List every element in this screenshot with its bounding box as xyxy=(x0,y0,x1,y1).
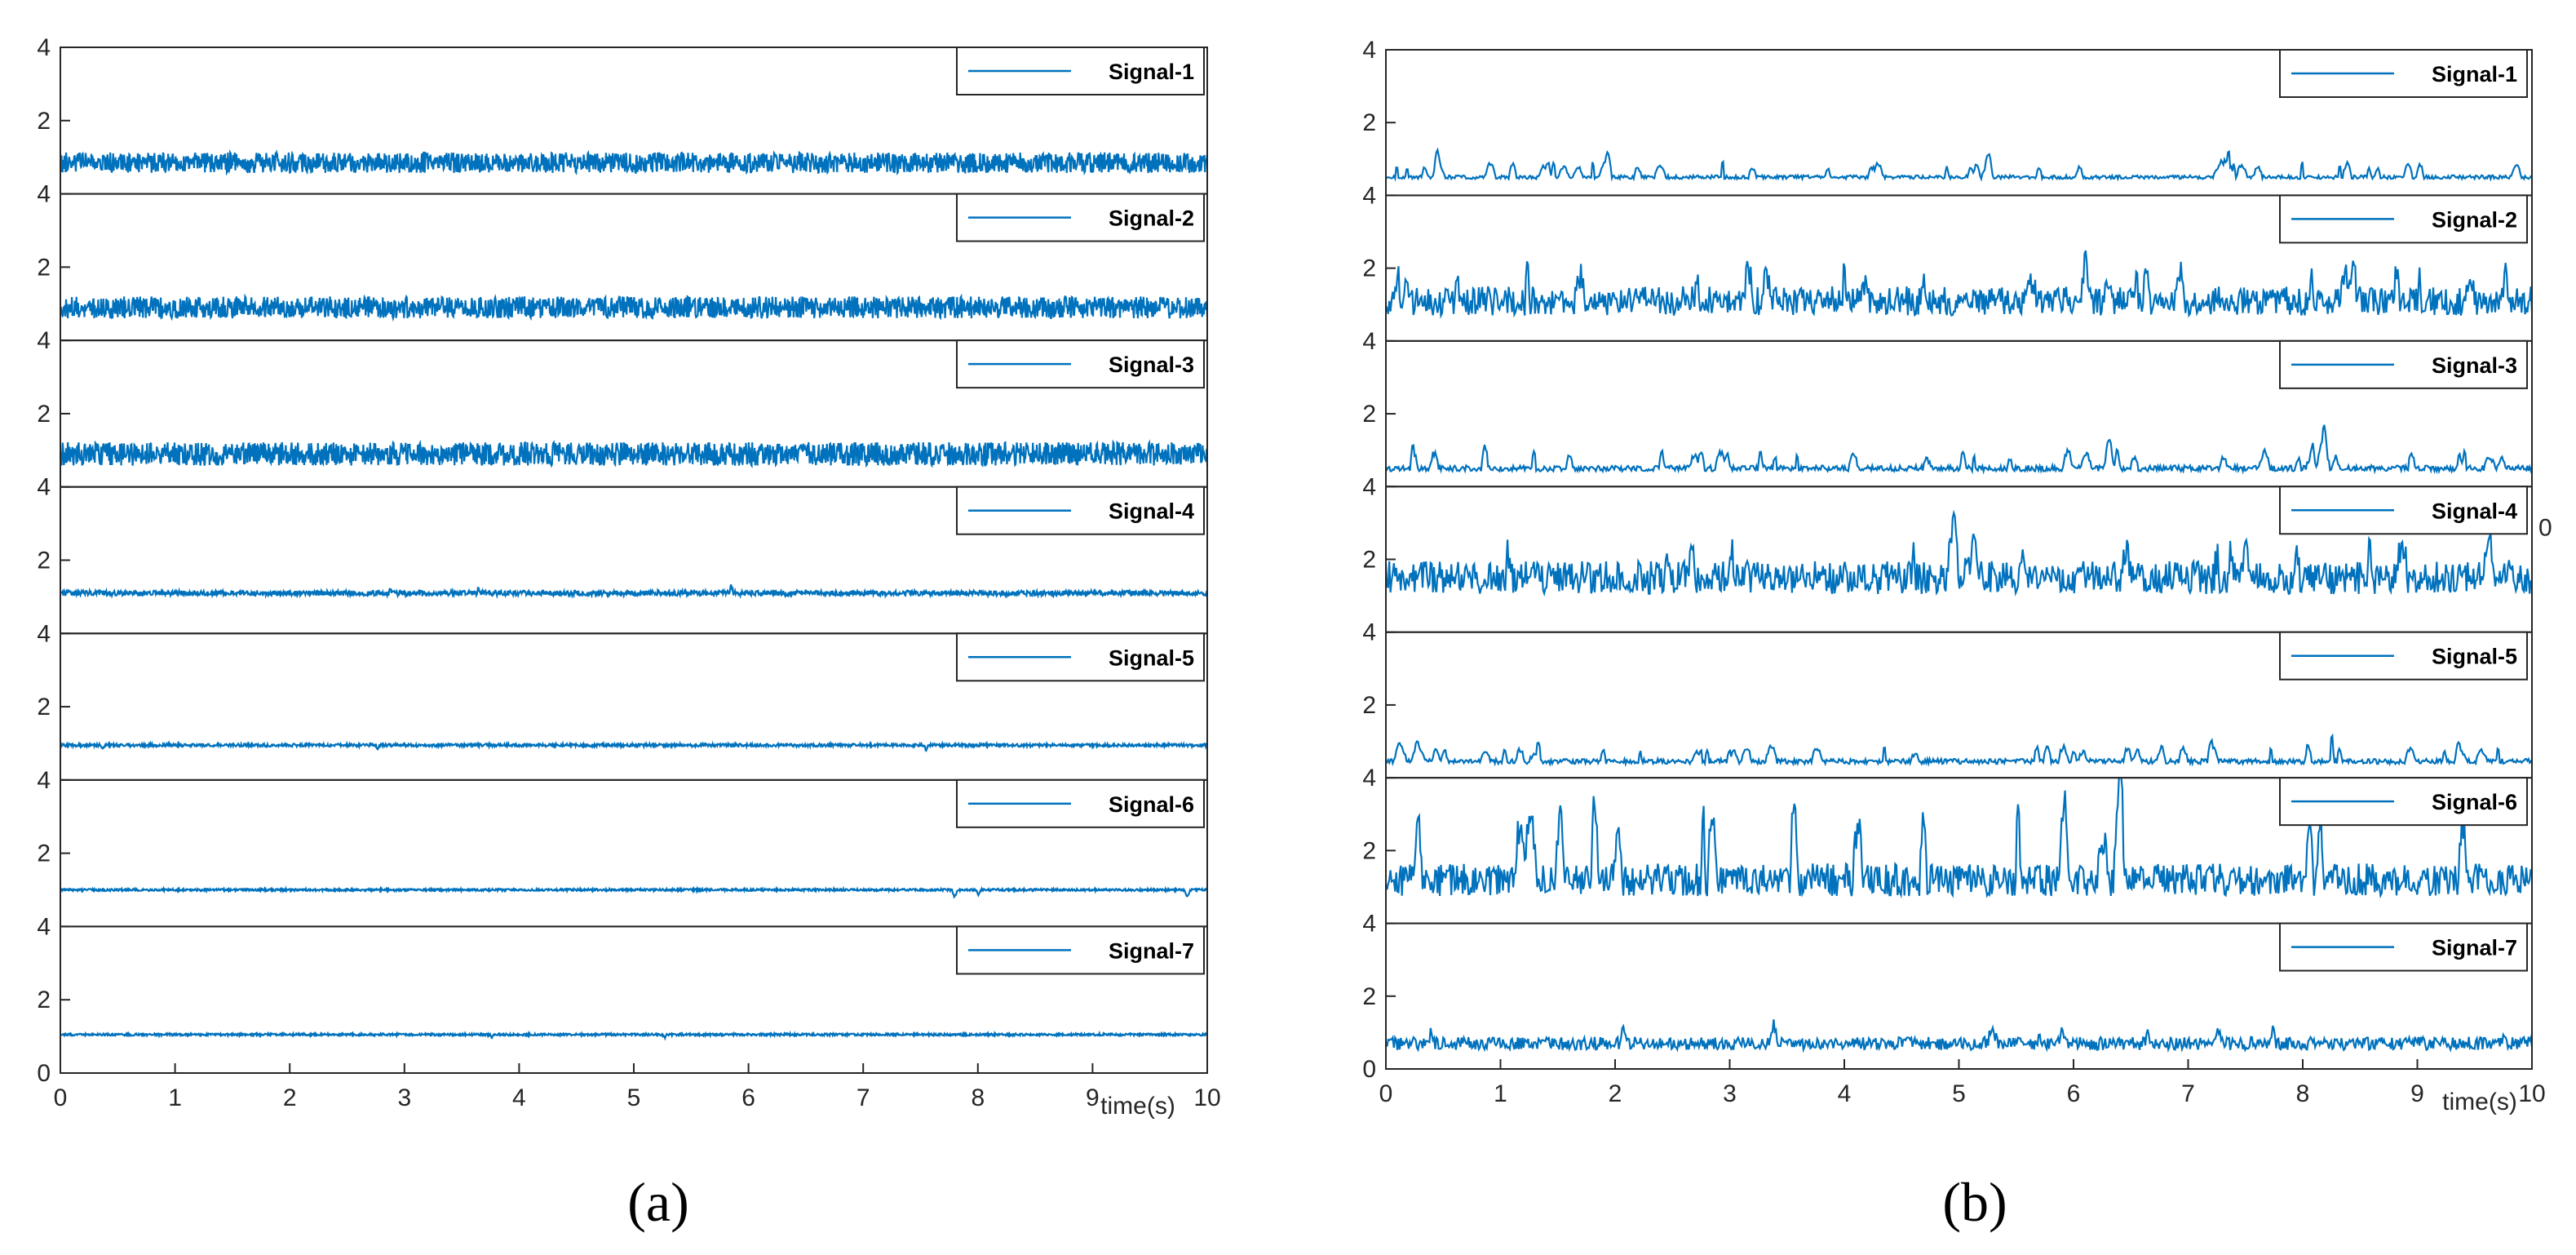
series-line-signal-1 xyxy=(1385,147,2533,183)
panel-b-chart: 2 4 Signal-1 2 4 Signal-2 2 4 Signal-3 2 4 Signal-4… xyxy=(1362,37,2552,1115)
y-tick-label: 2 xyxy=(37,694,51,721)
panel-b-label: (b) xyxy=(1942,1171,2007,1233)
x-tick-label: 9 xyxy=(1086,1084,1100,1111)
y-tick-label: 4 xyxy=(1362,37,1376,64)
series-line-signal-1 xyxy=(59,149,1209,176)
y-tick-label: 4 xyxy=(1362,473,1376,500)
y-tick-label: 4 xyxy=(37,181,51,208)
legend-label: Signal-4 xyxy=(1109,499,1194,524)
y-tick-label: 2 xyxy=(37,254,51,281)
y-tick-label: 2 xyxy=(1362,837,1376,864)
x-tick-label: 7 xyxy=(856,1084,870,1111)
y-tick-label: 4 xyxy=(1362,182,1376,209)
y-tick-label: 2 xyxy=(37,108,51,135)
series-line-signal-6 xyxy=(1384,777,2534,899)
y-tick-label: 4 xyxy=(37,34,51,61)
legend-label: Signal-1 xyxy=(1109,60,1194,84)
x-tick-label: 0 xyxy=(1379,1080,1393,1107)
series-line-signal-3 xyxy=(59,439,1209,468)
series-line-signal-3 xyxy=(1385,424,2534,475)
y-tick-label: 4 xyxy=(37,474,51,501)
y-tick-label: 2 xyxy=(37,548,51,574)
x-tick-label: 6 xyxy=(741,1084,755,1111)
series-line-signal-5 xyxy=(1385,733,2533,768)
x-tick-label: 7 xyxy=(2181,1080,2195,1107)
legend-label: Signal-7 xyxy=(2432,936,2517,960)
y-tick-label: 4 xyxy=(1362,911,1376,938)
x-tick-label: 6 xyxy=(2067,1080,2081,1107)
stray-tick-label: 0 xyxy=(2538,514,2552,541)
legend-label: Signal-3 xyxy=(2432,353,2517,378)
y-tick-label: 4 xyxy=(1362,619,1376,646)
legend-label: Signal-7 xyxy=(1109,938,1194,963)
legend-label: Signal-6 xyxy=(1109,792,1194,817)
legend-label: Signal-6 xyxy=(2432,790,2517,814)
panel-a-label: (a) xyxy=(627,1171,688,1233)
series-line-signal-4 xyxy=(60,584,1208,600)
y-tick-label: 2 xyxy=(37,401,51,428)
y-tick-label: 2 xyxy=(1362,255,1376,282)
y-tick-label: 4 xyxy=(37,767,51,794)
x-tick-label: 4 xyxy=(512,1084,526,1111)
x-tick-label: 9 xyxy=(2410,1080,2424,1107)
x-tick-label: 10 xyxy=(1193,1084,1220,1111)
x-tick-label: 3 xyxy=(397,1084,411,1111)
x-tick-label: 3 xyxy=(1723,1080,1737,1107)
x-tick-label: 10 xyxy=(2518,1080,2545,1107)
y-tick-label: 2 xyxy=(1362,692,1376,719)
series-line-signal-7 xyxy=(60,1030,1209,1041)
y-tick-label: 0 xyxy=(37,1060,51,1087)
x-tick-label: 8 xyxy=(971,1084,985,1111)
x-tick-label: 0 xyxy=(54,1084,68,1111)
series-line-signal-6 xyxy=(60,885,1209,899)
x-tick-label: 1 xyxy=(1494,1080,1507,1107)
series-line-signal-2 xyxy=(59,293,1209,322)
y-tick-label: 2 xyxy=(37,987,51,1013)
x-tick-label: 8 xyxy=(2296,1080,2310,1107)
legend-label: Signal-5 xyxy=(2432,645,2517,669)
legend-label: Signal-2 xyxy=(1109,206,1194,231)
x-axis-label: time(s) xyxy=(2442,1089,2517,1115)
x-tick-label: 4 xyxy=(1838,1080,1852,1107)
x-tick-label: 1 xyxy=(168,1084,182,1111)
legend-label: Signal-5 xyxy=(1109,645,1194,670)
y-tick-label: 4 xyxy=(1362,765,1376,792)
y-tick-label: 2 xyxy=(1362,109,1376,136)
legend-label: Signal-1 xyxy=(2432,62,2517,86)
panel-a-chart: 2 4 Signal-1 2 4 Signal-2 2 4 Signal-3 2 4 Signal-4… xyxy=(37,34,1220,1120)
x-tick-label: 5 xyxy=(627,1084,641,1111)
x-axis-label: time(s) xyxy=(1100,1093,1175,1120)
series-line-signal-7 xyxy=(1384,1019,2534,1053)
legend-label: Signal-4 xyxy=(2432,499,2517,523)
y-tick-label: 4 xyxy=(1362,328,1376,355)
x-tick-label: 2 xyxy=(1609,1080,1622,1107)
x-tick-label: 2 xyxy=(283,1084,297,1111)
legend-label: Signal-2 xyxy=(2432,207,2517,232)
legend-label: Signal-3 xyxy=(1109,353,1194,377)
y-tick-label: 0 xyxy=(1362,1056,1376,1083)
series-line-signal-4 xyxy=(1384,509,2534,597)
y-tick-label: 4 xyxy=(37,327,51,354)
y-tick-label: 2 xyxy=(37,840,51,867)
y-tick-label: 2 xyxy=(1362,983,1376,1010)
y-tick-label: 4 xyxy=(37,620,51,647)
series-line-signal-2 xyxy=(1385,250,2534,319)
y-tick-label: 2 xyxy=(1362,547,1376,574)
x-tick-label: 5 xyxy=(1952,1080,1966,1107)
series-line-signal-5 xyxy=(60,740,1208,752)
y-tick-label: 4 xyxy=(37,913,51,940)
y-tick-label: 2 xyxy=(1362,401,1376,428)
